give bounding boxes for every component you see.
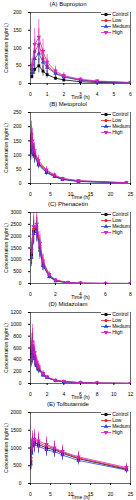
html-text:High: High xyxy=(112,229,123,235)
svg-text:0: 0 xyxy=(19,280,22,286)
svg-text:2: 2 xyxy=(62,91,65,97)
svg-text:Concentration (ng/mL): Concentration (ng/mL) xyxy=(3,423,9,473)
svg-text:2: 2 xyxy=(46,391,49,397)
html-text:(A) Bupropion: (A) Bupropion xyxy=(49,1,87,7)
svg-text:5: 5 xyxy=(112,91,115,97)
svg-text:1: 1 xyxy=(46,91,49,97)
svg-text:10: 10 xyxy=(111,391,117,397)
svg-text:Concentration (ng/mL): Concentration (ng/mL) xyxy=(3,323,9,373)
svg-text:50: 50 xyxy=(16,166,22,172)
svg-text:0: 0 xyxy=(29,191,32,197)
html-text:Low: Low xyxy=(112,417,122,423)
svg-text:200: 200 xyxy=(13,123,22,129)
svg-text:400: 400 xyxy=(13,356,22,362)
svg-text:50: 50 xyxy=(16,62,22,68)
html-text:Medium: Medium xyxy=(112,323,130,329)
svg-text:5: 5 xyxy=(49,191,52,197)
svg-text:Concentration (ng/mL): Concentration (ng/mL) xyxy=(3,223,9,273)
html-text:(B) Metoprolol: (B) Metoprolol xyxy=(49,101,87,107)
html-text:Low: Low xyxy=(112,317,122,323)
svg-text:20: 20 xyxy=(108,491,114,497)
html-text:Medium: Medium xyxy=(112,223,130,229)
html-text:Medium: Medium xyxy=(112,123,130,129)
svg-text:6: 6 xyxy=(129,91,132,97)
svg-text:150: 150 xyxy=(13,138,22,144)
html-text:(E) Tolbutamide: (E) Tolbutamide xyxy=(47,401,89,407)
html-text:Low: Low xyxy=(112,117,122,123)
html-text:(D) Midazolam: (D) Midazolam xyxy=(48,301,88,307)
svg-text:2500: 2500 xyxy=(10,221,21,227)
svg-text:Concentration (ng/mL): Concentration (ng/mL) xyxy=(3,23,9,73)
svg-text:4: 4 xyxy=(62,391,65,397)
svg-text:0: 0 xyxy=(29,391,32,397)
svg-text:150: 150 xyxy=(13,27,22,33)
html-text:Low: Low xyxy=(112,217,122,223)
html-text:Control: Control xyxy=(112,111,129,117)
svg-text:3000: 3000 xyxy=(10,209,21,215)
svg-text:2000: 2000 xyxy=(10,233,21,239)
svg-text:100: 100 xyxy=(13,152,22,158)
svg-text:Time (h): Time (h) xyxy=(71,94,90,100)
svg-text:100: 100 xyxy=(13,45,22,51)
svg-text:12: 12 xyxy=(128,391,134,397)
html-text:Low: Low xyxy=(112,17,122,23)
svg-text:5: 5 xyxy=(49,491,52,497)
svg-text:25: 25 xyxy=(128,191,134,197)
svg-text:1000: 1000 xyxy=(10,256,21,262)
svg-text:Time (h): Time (h) xyxy=(71,394,90,400)
svg-text:1000: 1000 xyxy=(10,445,21,451)
svg-text:2000: 2000 xyxy=(10,409,21,415)
html-text:High: High xyxy=(112,29,123,35)
svg-text:200: 200 xyxy=(13,9,22,15)
html-text:Control: Control xyxy=(112,311,129,317)
svg-text:0: 0 xyxy=(29,491,32,497)
svg-text:0: 0 xyxy=(19,80,22,86)
svg-text:600: 600 xyxy=(13,345,22,351)
svg-text:1000: 1000 xyxy=(10,321,21,327)
svg-text:200: 200 xyxy=(13,368,22,374)
html-text:Medium: Medium xyxy=(112,23,130,29)
html-text:Control: Control xyxy=(112,411,129,417)
html-text:High: High xyxy=(112,329,123,335)
svg-text:8: 8 xyxy=(96,391,99,397)
svg-text:Time (h): Time (h) xyxy=(71,494,90,500)
svg-text:8: 8 xyxy=(129,291,132,297)
svg-text:6: 6 xyxy=(104,291,107,297)
svg-text:800: 800 xyxy=(13,333,22,339)
svg-text:250: 250 xyxy=(13,109,22,115)
svg-text:25: 25 xyxy=(128,491,134,497)
html-text:Medium: Medium xyxy=(112,423,130,429)
svg-text:4: 4 xyxy=(96,91,99,97)
svg-text:Concentration (ng/mL): Concentration (ng/mL) xyxy=(3,123,9,173)
svg-text:20: 20 xyxy=(108,191,114,197)
svg-text:0: 0 xyxy=(29,91,32,97)
svg-text:Time (h): Time (h) xyxy=(71,194,90,200)
svg-text:Time (h): Time (h) xyxy=(71,294,90,300)
svg-text:15: 15 xyxy=(87,491,94,497)
svg-text:0: 0 xyxy=(29,291,32,297)
svg-text:0: 0 xyxy=(19,480,22,486)
html-text:Control: Control xyxy=(112,11,129,17)
svg-text:500: 500 xyxy=(13,462,22,468)
svg-text:15: 15 xyxy=(87,191,94,198)
svg-text:0: 0 xyxy=(19,180,22,186)
svg-text:500: 500 xyxy=(13,268,22,274)
svg-text:1200: 1200 xyxy=(10,309,21,315)
html-text:High: High xyxy=(112,429,123,435)
html-text:High: High xyxy=(112,129,123,135)
svg-text:0: 0 xyxy=(19,380,22,386)
svg-text:1500: 1500 xyxy=(10,427,21,433)
svg-text:1500: 1500 xyxy=(10,245,21,251)
html-text:Control: Control xyxy=(112,211,129,217)
svg-text:2: 2 xyxy=(54,291,57,297)
html-text:(C) Phenacetin: (C) Phenacetin xyxy=(48,201,88,207)
